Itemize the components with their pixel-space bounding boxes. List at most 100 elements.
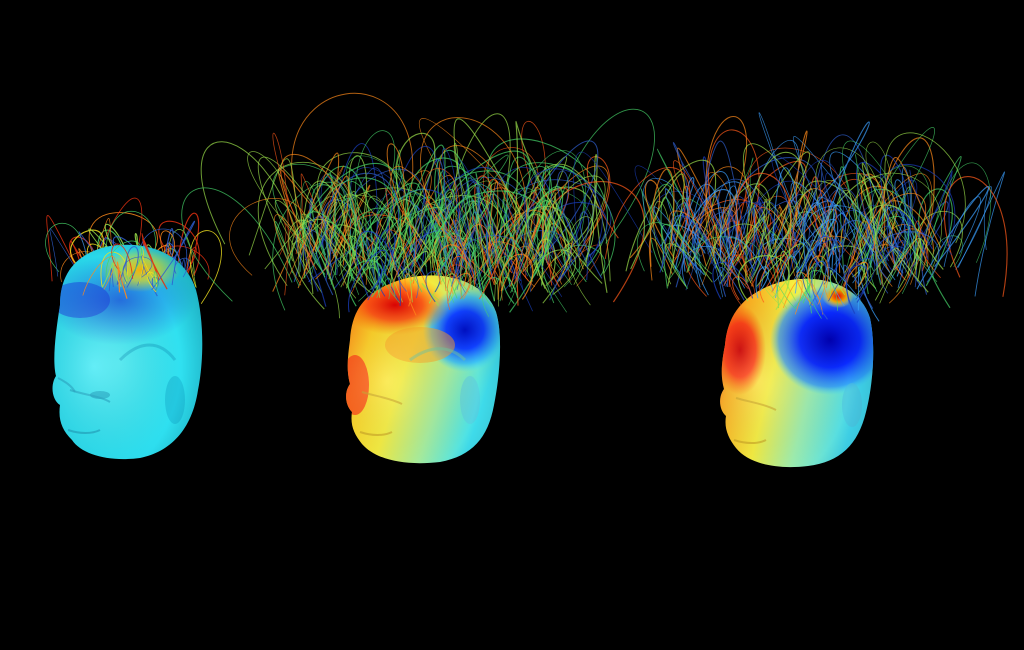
field-line — [451, 272, 472, 299]
field-line — [446, 276, 454, 311]
field-line — [498, 166, 552, 248]
field-line — [349, 207, 402, 287]
field-line — [771, 154, 885, 266]
field-line — [500, 257, 518, 292]
field-line — [510, 121, 577, 260]
field-line — [366, 189, 442, 297]
field-line — [458, 160, 533, 312]
field-line — [537, 192, 571, 259]
field-line — [153, 271, 159, 292]
field-line — [752, 205, 791, 261]
field-line — [772, 167, 801, 245]
field-line — [389, 247, 423, 297]
field-line — [481, 255, 520, 317]
field-line — [460, 224, 503, 301]
field-line — [420, 117, 528, 274]
field-lines-middle-front — [347, 219, 534, 317]
field-line — [556, 211, 603, 282]
field-line — [719, 266, 745, 301]
field-line — [424, 168, 460, 257]
field-line — [101, 262, 122, 288]
head-left — [52, 244, 203, 460]
field-line — [288, 165, 344, 277]
field-line — [758, 112, 800, 246]
field-line — [506, 156, 567, 288]
field-line — [503, 276, 519, 305]
field-line — [955, 186, 992, 270]
field-line — [792, 136, 899, 254]
field-line — [376, 277, 391, 300]
field-line — [100, 251, 128, 287]
field-line — [755, 266, 770, 299]
field-line — [515, 140, 599, 261]
field-line — [295, 227, 338, 285]
field-line — [396, 250, 429, 284]
field-line — [742, 143, 831, 254]
field-line — [447, 190, 550, 282]
field-line — [829, 151, 902, 255]
field-line — [904, 230, 938, 283]
field-line — [629, 179, 675, 259]
field-line — [315, 198, 351, 255]
field-line — [427, 195, 475, 251]
field-line — [303, 211, 365, 275]
field-line — [905, 170, 953, 264]
field-line — [337, 188, 430, 273]
field-line — [526, 212, 546, 260]
field-line — [365, 195, 401, 260]
field-line — [184, 246, 197, 285]
field-line — [737, 255, 790, 311]
field-line — [311, 221, 341, 286]
field-line — [808, 260, 828, 320]
field-line — [943, 196, 981, 267]
field-line — [403, 230, 453, 278]
field-line — [795, 121, 870, 252]
field-line — [567, 216, 594, 306]
field-line — [682, 199, 769, 297]
field-line — [495, 186, 564, 313]
field-line — [520, 165, 551, 262]
field-line — [125, 246, 139, 288]
field-line — [257, 161, 357, 287]
field-line — [530, 186, 594, 289]
field-line — [341, 193, 414, 321]
field-line — [765, 287, 788, 310]
field-line — [807, 270, 838, 319]
field-line — [886, 164, 956, 247]
field-line — [356, 230, 401, 306]
field-line — [82, 256, 116, 296]
field-line — [168, 220, 196, 272]
field-line — [444, 264, 470, 300]
field-line — [397, 268, 419, 299]
field-line — [541, 201, 608, 266]
field-line — [856, 161, 933, 262]
field-line — [745, 199, 773, 285]
field-line — [397, 163, 446, 274]
field-line — [546, 108, 655, 263]
field-line — [777, 284, 797, 310]
field-line — [670, 186, 693, 247]
field-line — [487, 180, 499, 286]
field-line — [356, 211, 381, 252]
field-line — [387, 229, 427, 295]
head-right — [720, 278, 874, 468]
field-line — [656, 148, 723, 276]
field-line — [338, 130, 396, 277]
field-line — [494, 278, 499, 307]
field-line — [886, 209, 929, 260]
field-line — [340, 235, 358, 299]
field-line — [272, 182, 346, 311]
field-line — [248, 158, 300, 277]
field-line — [708, 129, 760, 287]
field-line — [727, 157, 818, 245]
field-lines-middle-back — [181, 92, 655, 321]
field-line — [280, 153, 346, 280]
field-line — [529, 225, 547, 269]
field-line — [497, 253, 534, 300]
field-line — [664, 243, 713, 287]
field-line — [442, 147, 480, 280]
field-line — [105, 240, 142, 279]
field-line — [848, 127, 935, 260]
field-line — [705, 116, 748, 254]
